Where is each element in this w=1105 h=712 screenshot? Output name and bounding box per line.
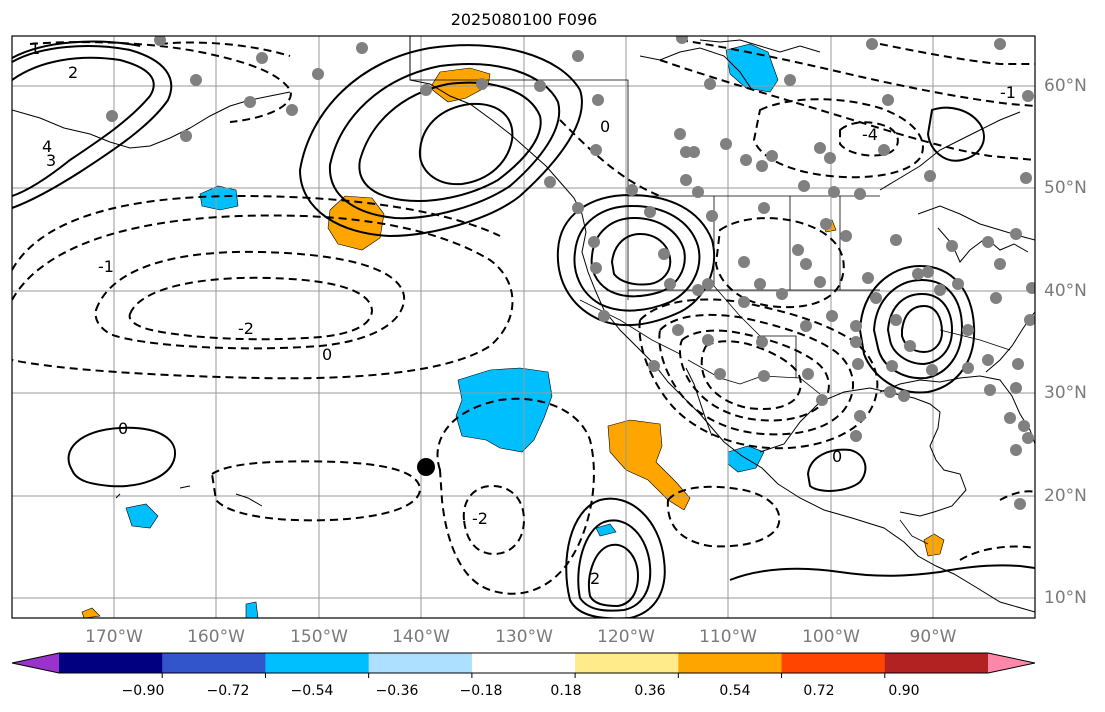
contour-label: -1 <box>1000 83 1016 102</box>
station-markers <box>106 36 1035 510</box>
coastlines <box>12 36 1035 613</box>
colorbar-segment <box>884 653 989 673</box>
colorbar-segment <box>162 653 266 673</box>
colorbar-segment <box>678 653 783 673</box>
colorbar-tick-label: 0.18 <box>550 683 582 699</box>
colorbar-segment <box>59 653 163 673</box>
lat-label: 30°N <box>1044 383 1087 403</box>
contour-label: 4 <box>42 137 52 156</box>
contour-label: 2 <box>68 63 78 82</box>
colorbar-segment <box>471 653 576 673</box>
lon-label: 100°W <box>802 627 860 647</box>
colorbar-tick-label: −0.36 <box>375 683 419 699</box>
political-borders <box>410 79 1011 545</box>
contour-label: 1 <box>30 39 40 58</box>
colorbar-segment <box>368 653 473 673</box>
shaded-anomaly-negative <box>595 523 617 537</box>
storm-marker <box>417 458 435 476</box>
colorbar-segment <box>575 653 679 673</box>
contour-label: 0 <box>322 345 332 364</box>
lat-label: 20°N <box>1044 486 1087 506</box>
lon-label: 150°W <box>290 627 348 647</box>
shaded-anomaly-positive <box>923 533 945 557</box>
lat-label: 10°N <box>1044 588 1087 608</box>
contour-label: -2 <box>238 319 254 338</box>
shaded-anomalies <box>81 43 945 618</box>
colorbar-tick-label: −0.18 <box>459 683 503 699</box>
contour-label: 0 <box>118 419 128 438</box>
contours-positive <box>12 40 1035 618</box>
colorbar-segment <box>265 653 370 673</box>
shaded-anomaly-negative <box>125 503 159 529</box>
lat-label: 60°N <box>1044 76 1087 96</box>
colorbar-tick-label: −0.72 <box>206 683 250 699</box>
lon-label: 130°W <box>495 627 553 647</box>
map-frame <box>11 35 1036 619</box>
lon-label: 90°W <box>909 627 957 647</box>
colorbar-tick-label: 0.72 <box>803 683 835 699</box>
shaded-anomaly-negative <box>245 601 259 618</box>
lon-label: 170°W <box>85 627 143 647</box>
colorbar-extend-high <box>988 653 1035 673</box>
contour-label: -1 <box>98 257 114 276</box>
lon-label: 160°W <box>187 627 245 647</box>
contours-negative <box>12 39 1035 595</box>
lat-label: 50°N <box>1044 178 1087 198</box>
colorbar-outline <box>11 652 1036 674</box>
contour-label: -2 <box>472 509 488 528</box>
lat-label: 40°N <box>1044 281 1087 301</box>
shaded-anomaly-negative <box>199 185 239 211</box>
shaded-anomaly-positive <box>327 195 385 251</box>
contour-labels: 1 2 0 -1 -2 4 3 -4 0 2 0 -2 -1 0 <box>30 39 1016 588</box>
map-title: 2025080100 F096 <box>450 10 598 29</box>
colorbar-segment <box>781 653 886 673</box>
colorbar-tick-label: −0.90 <box>121 683 165 699</box>
lon-label: 110°W <box>699 627 757 647</box>
colorbar-tick-label: 0.90 <box>888 683 920 699</box>
contour-label: 2 <box>590 569 600 588</box>
colorbar-tick-label: 0.54 <box>719 683 751 699</box>
colorbar-tick-label: −0.54 <box>290 683 334 699</box>
contour-label: -4 <box>862 125 878 144</box>
map-content: 1 2 0 -1 -2 4 3 -4 0 2 0 -2 -1 0 <box>12 36 1035 618</box>
colorbar-tick-label: 0.36 <box>634 683 666 699</box>
gridlines <box>12 36 1035 618</box>
lon-label: 120°W <box>597 627 655 647</box>
contour-label: 0 <box>832 447 842 466</box>
contour-label: 3 <box>46 151 56 170</box>
colorbar <box>11 652 1036 678</box>
contour-label: 0 <box>600 117 610 136</box>
lon-label: 140°W <box>392 627 450 647</box>
colorbar-extend-low <box>12 653 59 673</box>
shaded-anomaly-positive <box>81 607 101 618</box>
